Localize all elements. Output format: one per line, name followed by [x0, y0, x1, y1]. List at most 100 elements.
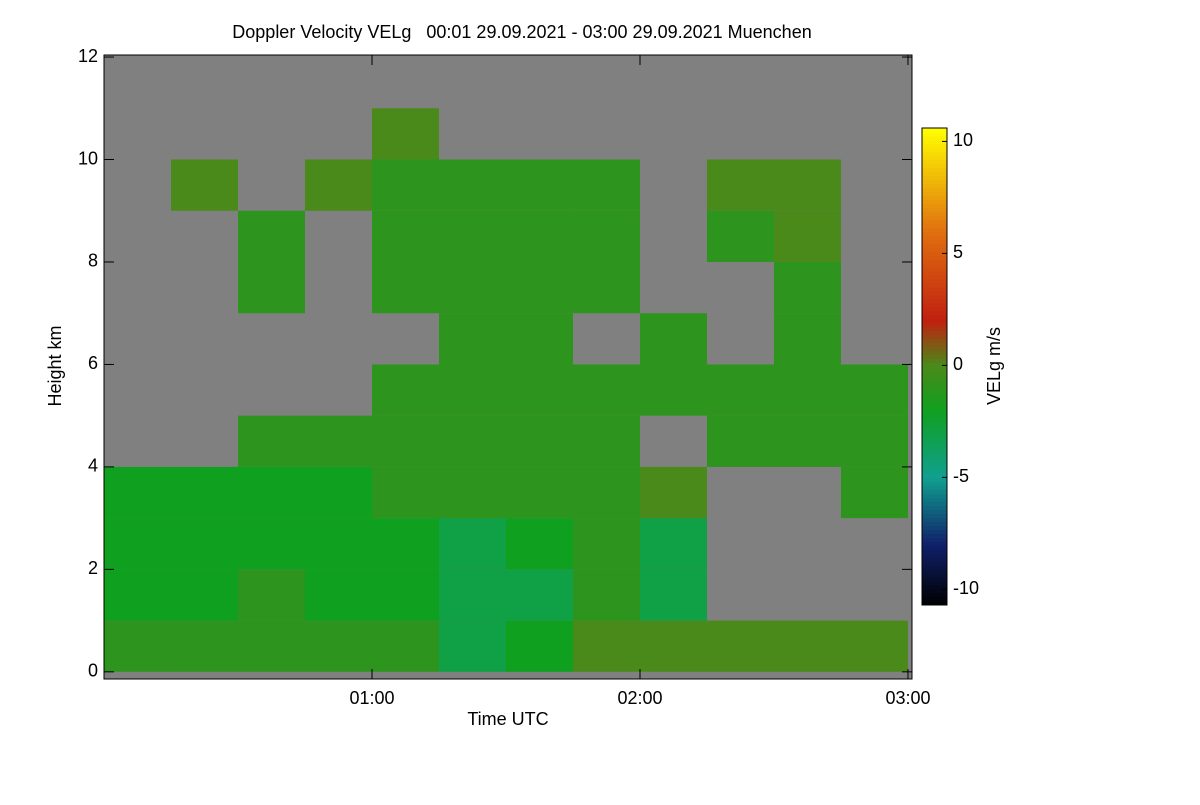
colorbar-segment	[922, 517, 947, 523]
colorbar-segment	[922, 283, 947, 288]
colorbar-segment	[922, 589, 947, 594]
heatmap-cell	[773, 620, 841, 672]
colorbar-segment	[922, 302, 947, 308]
colorbar-segment	[922, 449, 947, 455]
heatmap-cell	[572, 569, 640, 621]
heatmap-cell	[371, 518, 439, 570]
x-tick-label: 01:00	[349, 688, 394, 708]
heatmap-cell	[706, 364, 774, 416]
heatmap-cell	[170, 518, 238, 570]
heatmap-cell	[639, 569, 707, 621]
colorbar-segment	[922, 414, 947, 419]
colorbar-segment	[922, 179, 947, 185]
heatmap-cell	[505, 569, 573, 621]
colorbar-segment	[922, 525, 947, 530]
colorbar-segment	[922, 334, 947, 340]
colorbar-segment	[922, 541, 947, 546]
colorbar-segment	[922, 553, 947, 558]
colorbar-segment	[922, 318, 947, 324]
colorbar-segment	[922, 195, 947, 201]
heatmap-cell	[438, 313, 506, 365]
colorbar-segment	[922, 271, 947, 276]
heatmap-cell	[773, 313, 841, 365]
colorbar-segment	[922, 549, 947, 554]
colorbar-segment	[922, 290, 947, 296]
heatmap-cell	[572, 518, 640, 570]
colorbar-segment	[922, 255, 947, 260]
colorbar-segment	[922, 247, 947, 252]
colorbar-segment	[922, 342, 947, 348]
colorbar-segment	[922, 577, 947, 582]
heatmap-cell	[104, 518, 171, 570]
colorbar-segment	[922, 426, 947, 431]
colorbar-segment	[922, 203, 947, 208]
chart-title: Doppler Velocity VELg 00:01 29.09.2021 -…	[232, 22, 811, 42]
heatmap-cell	[304, 466, 372, 519]
colorbar-segment	[922, 131, 947, 137]
heatmap-cell	[840, 620, 908, 672]
heatmap-cell	[237, 620, 305, 672]
heatmap-cell	[237, 518, 305, 570]
heatmap-cell	[505, 620, 573, 672]
colorbar-segment	[922, 565, 947, 570]
colorbar-segment	[922, 406, 947, 411]
heatmap-cell	[304, 159, 372, 211]
heatmap-cell	[840, 466, 908, 519]
colorbar-segment	[922, 163, 947, 169]
heatmap-cell	[639, 466, 707, 519]
heatmap-cell	[438, 569, 506, 621]
colorbar-segment	[922, 469, 947, 475]
colorbar-segment	[922, 243, 947, 248]
colorbar-segment	[922, 187, 947, 193]
heatmap-cell	[371, 159, 439, 211]
colorbar-segment	[922, 231, 947, 236]
heatmap-cell	[773, 364, 841, 416]
heatmap-cell	[371, 261, 439, 314]
colorbar-segment	[922, 529, 947, 534]
colorbar-segment	[922, 398, 947, 403]
heatmap-cell	[304, 620, 372, 672]
heatmap-cell	[371, 210, 439, 262]
heatmap-cell	[505, 466, 573, 519]
colorbar-segment	[922, 251, 947, 256]
colorbar-segment	[922, 446, 947, 451]
x-tick-label: 03:00	[885, 688, 930, 708]
heatmap-cell	[706, 210, 774, 262]
heatmap-cell	[505, 313, 573, 365]
colorbar-segment	[922, 183, 947, 189]
colorbar-segment	[922, 390, 947, 395]
colorbar-segment	[922, 370, 947, 375]
heatmap-cell	[572, 466, 640, 519]
colorbar-segment	[922, 366, 947, 371]
colorbar-tick-label: 5	[953, 242, 963, 262]
colorbar-segment	[922, 489, 947, 495]
y-tick-label: 10	[78, 148, 98, 168]
plot-frame	[103, 54, 913, 680]
colorbar-segment	[922, 139, 947, 145]
heatmap-cell	[505, 159, 573, 211]
colorbar-segment	[922, 326, 947, 332]
heatmap-cell	[438, 364, 506, 416]
colorbar-segment	[922, 167, 947, 173]
colorbar-segment	[922, 422, 947, 427]
colorbar-segment	[922, 350, 947, 356]
colorbar-segment	[922, 593, 947, 598]
colorbar-segment	[922, 418, 947, 423]
colorbar-segment	[922, 211, 947, 216]
colorbar-segment	[922, 235, 947, 240]
colorbar-segment	[922, 513, 947, 519]
colorbar-segment	[922, 263, 947, 268]
colorbar-segment	[922, 155, 947, 161]
colorbar-segment	[922, 573, 947, 578]
y-tick-label: 0	[88, 661, 98, 681]
colorbar-segment	[922, 386, 947, 391]
heatmap-cell	[572, 261, 640, 314]
colorbar-segment	[922, 151, 947, 157]
colorbar-segment	[922, 569, 947, 574]
colorbar-segment	[922, 457, 947, 463]
colorbar-segment	[922, 362, 947, 367]
y-tick-label: 12	[78, 46, 98, 66]
heatmap-cell	[371, 466, 439, 519]
colorbar-segment	[922, 239, 947, 244]
